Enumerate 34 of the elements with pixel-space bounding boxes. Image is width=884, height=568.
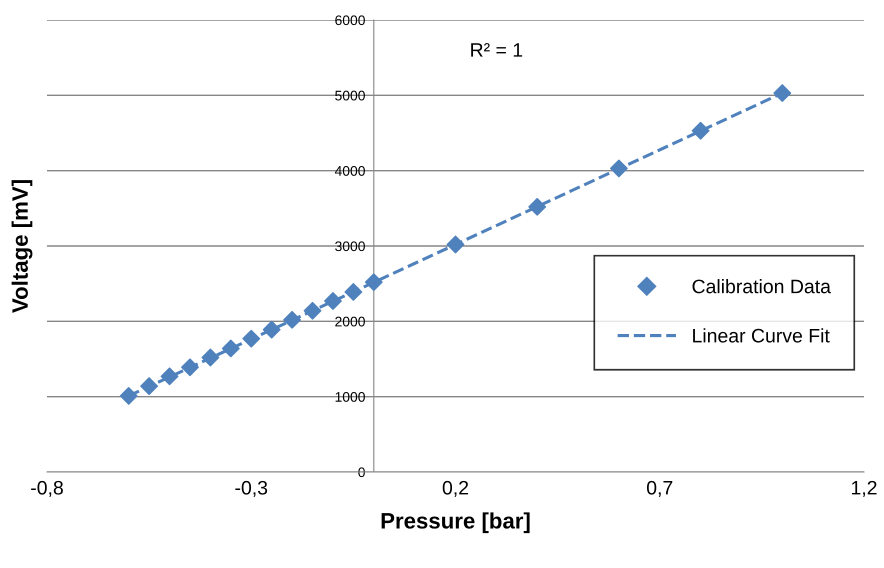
x-tick-label: -0,8 — [31, 480, 63, 497]
x-tick-label: 0,2 — [442, 480, 468, 497]
point — [364, 273, 383, 292]
point — [773, 84, 792, 102]
y-tick-label: 6000 — [335, 15, 365, 26]
y-tick-label: 4000 — [334, 166, 365, 176]
y-tick-label: 3000 — [335, 241, 365, 252]
x-tick-label: 0,7 — [646, 480, 672, 497]
x-axis-title: Pressure [bar] — [382, 512, 530, 534]
point — [181, 358, 199, 376]
point — [446, 236, 464, 254]
point — [222, 340, 240, 358]
point — [610, 159, 628, 178]
legend-label: Calibration Data — [692, 279, 831, 294]
point — [304, 302, 322, 320]
y-tick-label: 1000 — [336, 392, 365, 402]
point — [140, 377, 158, 396]
point — [160, 367, 178, 386]
legend-label: Linear Curve Fit — [693, 328, 830, 343]
x-tick-label: 1,2 — [852, 480, 877, 497]
point — [283, 310, 302, 329]
point — [344, 283, 362, 301]
y-tick-label: 2000 — [335, 316, 365, 327]
point — [201, 348, 220, 366]
point — [242, 330, 260, 348]
y-axis-title: Voltage [mV] — [12, 180, 32, 313]
point — [120, 387, 138, 405]
y-tick-label: 5000 — [335, 90, 365, 101]
point — [692, 122, 710, 140]
point — [324, 292, 342, 310]
point — [262, 320, 281, 339]
x-tick-label: -0,3 — [235, 480, 268, 497]
point — [528, 198, 546, 216]
annotation: R² = 1 — [471, 43, 522, 57]
